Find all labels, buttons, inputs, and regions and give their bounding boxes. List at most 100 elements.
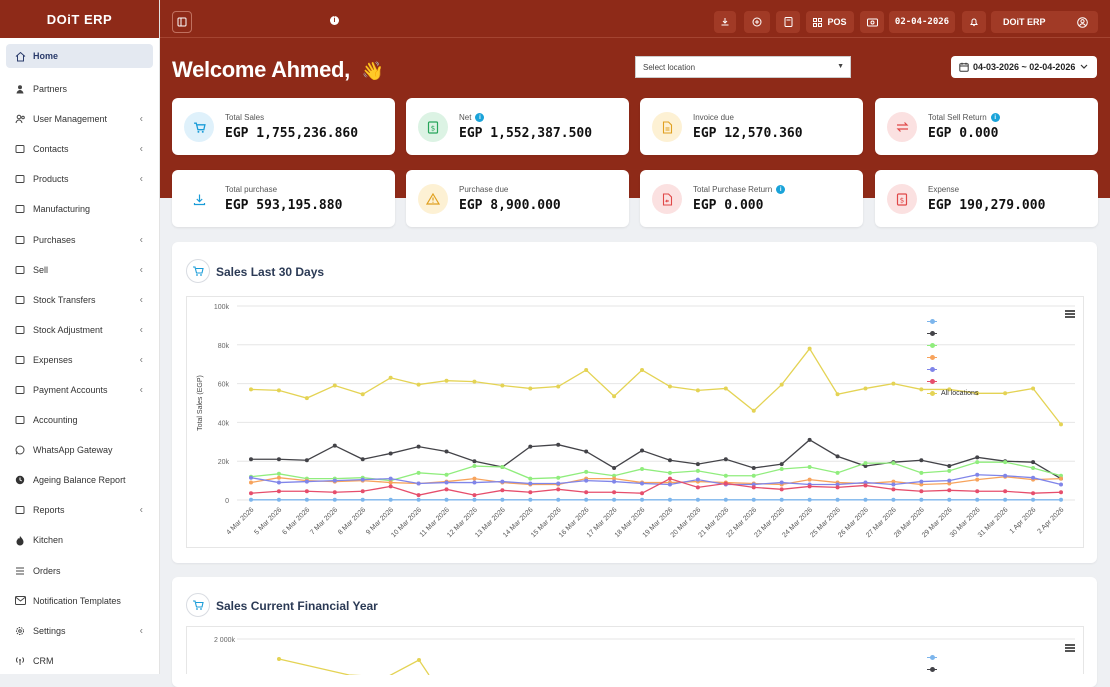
data-point[interactable]: [1031, 460, 1036, 465]
data-point[interactable]: [276, 475, 281, 480]
data-point[interactable]: [1031, 497, 1036, 502]
data-point[interactable]: [640, 491, 645, 496]
data-point[interactable]: [304, 497, 309, 502]
data-point[interactable]: [444, 378, 449, 383]
data-point[interactable]: [640, 497, 645, 502]
data-point[interactable]: [947, 488, 952, 493]
data-point[interactable]: [388, 484, 393, 489]
data-point[interactable]: [612, 490, 617, 495]
data-point[interactable]: [249, 497, 253, 502]
sidebar-item-crm[interactable]: CRM: [0, 646, 159, 674]
data-point[interactable]: [612, 394, 617, 399]
data-point[interactable]: [695, 462, 700, 467]
cash-register-button[interactable]: [860, 11, 884, 33]
data-point[interactable]: [472, 493, 477, 498]
data-point[interactable]: [1003, 460, 1008, 465]
info-icon[interactable]: i: [990, 113, 1000, 122]
data-point[interactable]: [472, 459, 477, 464]
data-point[interactable]: [807, 484, 812, 489]
sidebar-item-settings[interactable]: Settings ‹: [0, 616, 159, 646]
legend-item[interactable]: [927, 327, 978, 339]
data-point[interactable]: [863, 386, 868, 391]
data-point[interactable]: [416, 493, 421, 498]
data-point[interactable]: [751, 497, 756, 502]
sidebar-item-products[interactable]: Products ‹: [0, 164, 159, 194]
data-point[interactable]: [249, 480, 253, 485]
data-point[interactable]: [612, 497, 617, 502]
data-point[interactable]: [779, 462, 784, 467]
data-point[interactable]: [612, 473, 617, 478]
data-point[interactable]: [416, 470, 421, 475]
data-point[interactable]: [556, 497, 561, 502]
data-point[interactable]: [807, 346, 812, 351]
data-point[interactable]: [835, 392, 840, 397]
data-point[interactable]: [975, 472, 980, 477]
data-point[interactable]: [528, 476, 533, 481]
sidebar-item-accounting[interactable]: Accounting: [0, 405, 159, 435]
data-point[interactable]: [695, 468, 700, 473]
data-point[interactable]: [1031, 491, 1036, 496]
data-point[interactable]: [863, 497, 868, 502]
data-point[interactable]: [779, 487, 784, 492]
data-point[interactable]: [444, 497, 449, 502]
data-point[interactable]: [388, 476, 393, 481]
data-point[interactable]: [528, 490, 533, 495]
data-point[interactable]: [640, 481, 645, 486]
data-point[interactable]: [500, 479, 505, 484]
data-point[interactable]: [249, 457, 253, 462]
legend-item[interactable]: [927, 375, 978, 387]
data-point[interactable]: [751, 473, 756, 478]
data-point[interactable]: [276, 471, 281, 476]
data-point[interactable]: [276, 489, 281, 494]
data-point[interactable]: [947, 478, 952, 483]
data-point[interactable]: [975, 489, 980, 494]
data-point[interactable]: [919, 479, 924, 484]
data-point[interactable]: [695, 477, 700, 482]
legend-item[interactable]: [927, 663, 941, 675]
data-point[interactable]: [640, 466, 645, 471]
data-point[interactable]: [863, 461, 868, 466]
data-point[interactable]: [584, 490, 589, 495]
data-point[interactable]: [695, 485, 700, 490]
data-point[interactable]: [584, 478, 589, 483]
sidebar-item-sell[interactable]: Sell ‹: [0, 255, 159, 285]
sidebar-item-payment-accounts[interactable]: Payment Accounts ‹: [0, 375, 159, 405]
data-point[interactable]: [975, 391, 980, 396]
data-point[interactable]: [751, 482, 756, 487]
info-icon[interactable]: i: [776, 185, 786, 194]
data-point[interactable]: [472, 464, 477, 469]
sidebar-item-stock-adjustment[interactable]: Stock Adjustment ‹: [0, 315, 159, 345]
data-point[interactable]: [975, 455, 980, 460]
data-point[interactable]: [472, 480, 477, 485]
date-range-picker[interactable]: 04-03-2026 ~ 02-04-2026: [951, 56, 1097, 78]
data-point[interactable]: [612, 479, 617, 484]
data-point[interactable]: [835, 482, 840, 487]
data-point[interactable]: [863, 483, 868, 488]
sidebar-item-orders[interactable]: Orders: [0, 556, 159, 586]
data-point[interactable]: [360, 489, 365, 494]
location-select[interactable]: Select location ▼: [635, 56, 851, 78]
data-point[interactable]: [276, 497, 281, 502]
info-icon[interactable]: i: [330, 16, 339, 25]
data-point[interactable]: [1031, 465, 1036, 470]
data-point[interactable]: [556, 481, 561, 486]
data-point[interactable]: [528, 497, 533, 502]
data-point[interactable]: [835, 497, 840, 502]
data-point[interactable]: [640, 368, 645, 373]
data-point[interactable]: [304, 458, 309, 463]
data-point[interactable]: [500, 488, 505, 493]
data-point[interactable]: [667, 470, 672, 475]
data-point[interactable]: [919, 489, 924, 494]
data-point[interactable]: [947, 481, 952, 486]
data-point[interactable]: [1031, 475, 1036, 480]
data-point[interactable]: [667, 384, 672, 389]
data-point[interactable]: [807, 497, 812, 502]
data-point[interactable]: [779, 382, 784, 387]
data-point[interactable]: [835, 454, 840, 459]
legend-item[interactable]: [927, 651, 941, 663]
sidebar-item-ageing-balance-report[interactable]: Ageing Balance Report: [0, 465, 159, 495]
data-point[interactable]: [947, 387, 952, 392]
data-point[interactable]: [835, 485, 840, 490]
sidebar-item-contacts[interactable]: Contacts ‹: [0, 134, 159, 164]
sidebar-item-stock-transfers[interactable]: Stock Transfers ‹: [0, 285, 159, 315]
